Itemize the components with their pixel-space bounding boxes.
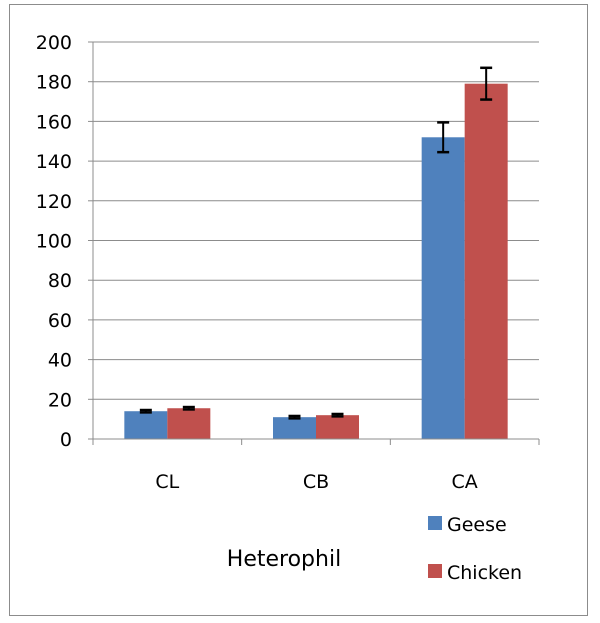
y-tick-label: 200 [36, 32, 72, 54]
legend-swatch-chicken [428, 564, 442, 578]
y-tick-label: 0 [60, 429, 72, 451]
y-tick-label: 60 [48, 310, 72, 332]
bar-chicken-cl [167, 408, 211, 439]
legend: Geese Chicken [428, 514, 522, 584]
category-label: CA [452, 471, 478, 493]
legend-label-chicken: Chicken [447, 562, 522, 584]
y-tick-labels: 0 20 40 60 80 100 120 140 160 180 200 [36, 32, 72, 451]
category-labels: CL CB CA [155, 471, 477, 493]
bar-geese-ca [421, 137, 465, 439]
bar-chicken-ca [464, 83, 508, 439]
bar-geese-cb [273, 417, 316, 439]
y-tick-label: 140 [36, 151, 72, 173]
category-label: CL [155, 471, 179, 493]
y-tick-label: 160 [36, 111, 72, 133]
y-tick-label: 100 [36, 231, 72, 253]
y-tick-label: 20 [48, 389, 72, 411]
category-label: CB [303, 471, 329, 493]
y-tick-label: 80 [48, 270, 72, 292]
legend-swatch-geese [428, 516, 442, 530]
bar-geese-cl [124, 411, 168, 439]
error-bars [139, 66, 493, 420]
y-tick-label: 120 [36, 191, 72, 213]
y-tick-label: 180 [36, 72, 72, 94]
bars [124, 83, 508, 439]
bar-chicken-cb [316, 415, 359, 439]
y-tick-label: 40 [48, 350, 72, 372]
x-axis-title: Heterophil [227, 547, 341, 572]
legend-label-geese: Geese [447, 514, 507, 536]
axes [88, 41, 540, 445]
